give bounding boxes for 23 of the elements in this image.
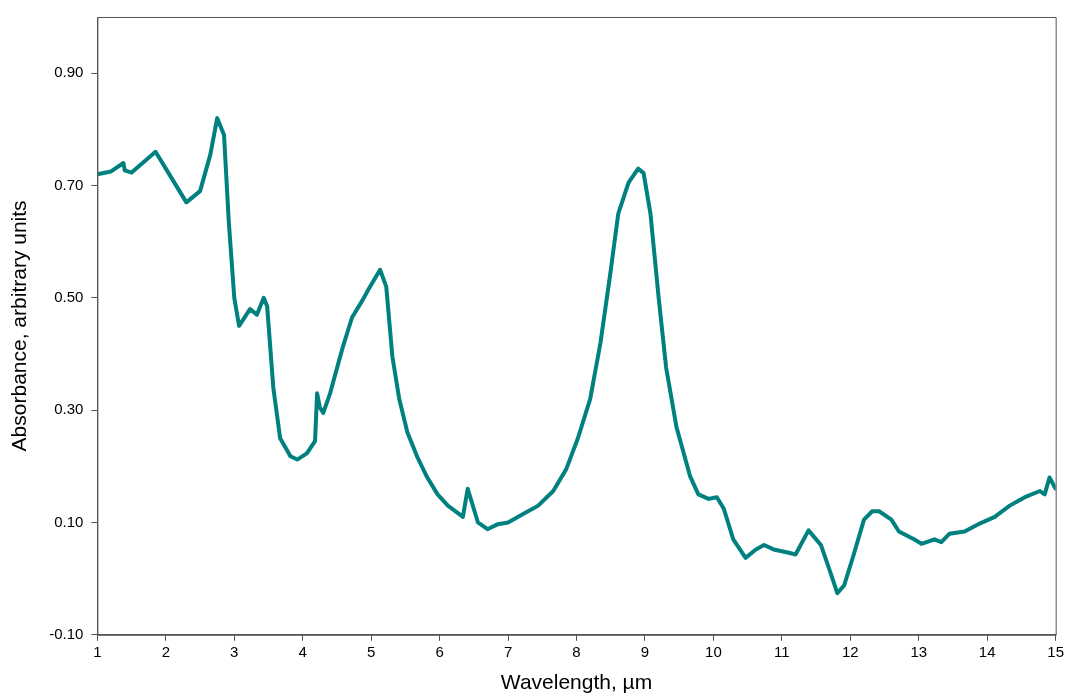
x-tick-label: 3 (230, 642, 239, 660)
x-tick-label: 2 (161, 642, 171, 660)
x-tick-label: 6 (435, 642, 444, 660)
y-tick-label: 0.30 (54, 400, 84, 418)
y-tick-label: 0.70 (54, 175, 84, 193)
x-tick-label: 12 (841, 642, 859, 660)
y-tick-label: 0.90 (54, 63, 84, 81)
x-tick-label: 13 (910, 642, 928, 660)
x-tick-label: 14 (978, 642, 996, 660)
x-tick-label: 11 (774, 642, 790, 660)
y-tick-label: -0.10 (49, 624, 84, 642)
x-tick-label: 5 (367, 642, 376, 660)
x-axis-title: Wavelength, µm (500, 670, 653, 694)
y-tick-label: 0.50 (54, 287, 84, 305)
x-tick-label: 10 (705, 642, 722, 660)
x-tick-label: 7 (503, 642, 513, 660)
x-tick-label: 1 (93, 642, 102, 660)
y-axis-title: Absorbance, arbitrary units (7, 200, 31, 452)
x-tick-label: 4 (298, 642, 307, 660)
y-tick-label: 0.10 (54, 512, 84, 530)
x-tick-label: 15 (1047, 642, 1064, 660)
x-tick-label: 9 (640, 642, 650, 660)
x-tick-label: 8 (572, 642, 581, 660)
